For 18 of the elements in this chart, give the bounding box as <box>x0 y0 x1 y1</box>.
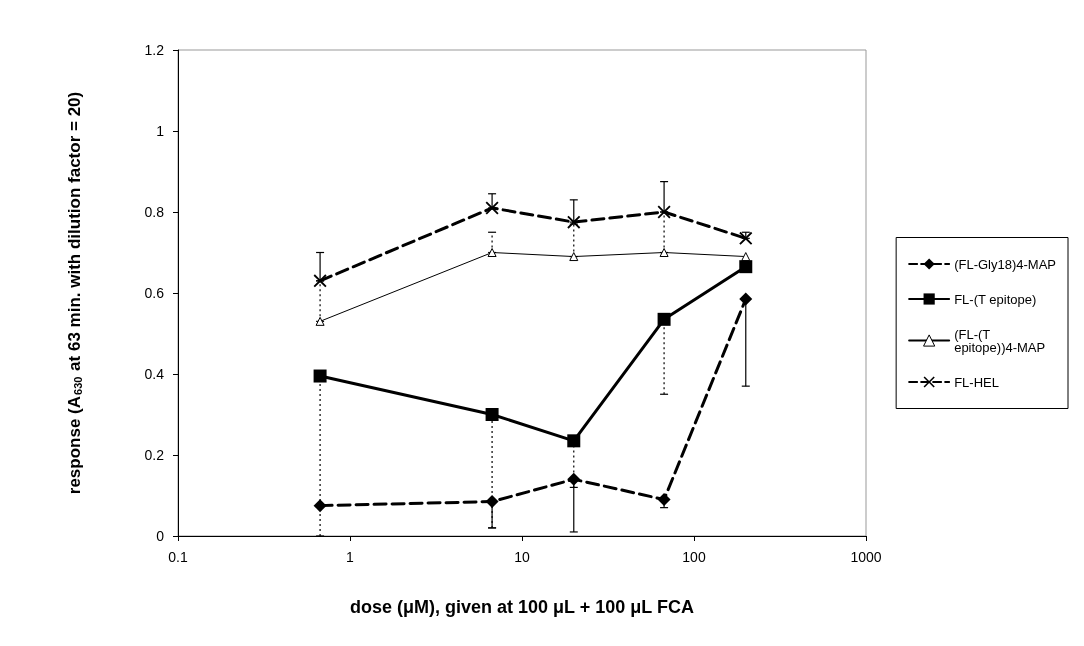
y-tick-label: 0.4 <box>144 366 165 382</box>
legend-label: FL-HEL <box>954 374 999 390</box>
y-tick-label: 1.2 <box>144 42 165 58</box>
y-axis-title: response (A630 at 63 min. with dilution factor = 20) <box>65 91 84 495</box>
y-tick-label: 0.2 <box>144 447 165 463</box>
x-tick-label: 10 <box>514 549 530 565</box>
x-axis-title: dose (μM), given at 100 μL + 100 μL FCA <box>350 597 694 617</box>
y-tick-label: 0.6 <box>144 285 165 301</box>
legend-label: (FL-Gly18)4-MAP <box>954 256 1057 272</box>
y-tick-label: 1 <box>156 123 165 139</box>
x-tick-label: 1000 <box>850 549 882 565</box>
x-tick-label: 0.1 <box>168 549 188 565</box>
legend-label: FL-(T epitope) <box>954 291 1037 307</box>
x-tick-label: 100 <box>682 549 706 565</box>
x-tick-label: 1 <box>346 549 355 565</box>
legend-label: (FL-(T epitope))4-MAP <box>954 326 1046 355</box>
y-tick-label: 0 <box>156 528 165 544</box>
y-tick-label: 0.8 <box>144 204 165 220</box>
